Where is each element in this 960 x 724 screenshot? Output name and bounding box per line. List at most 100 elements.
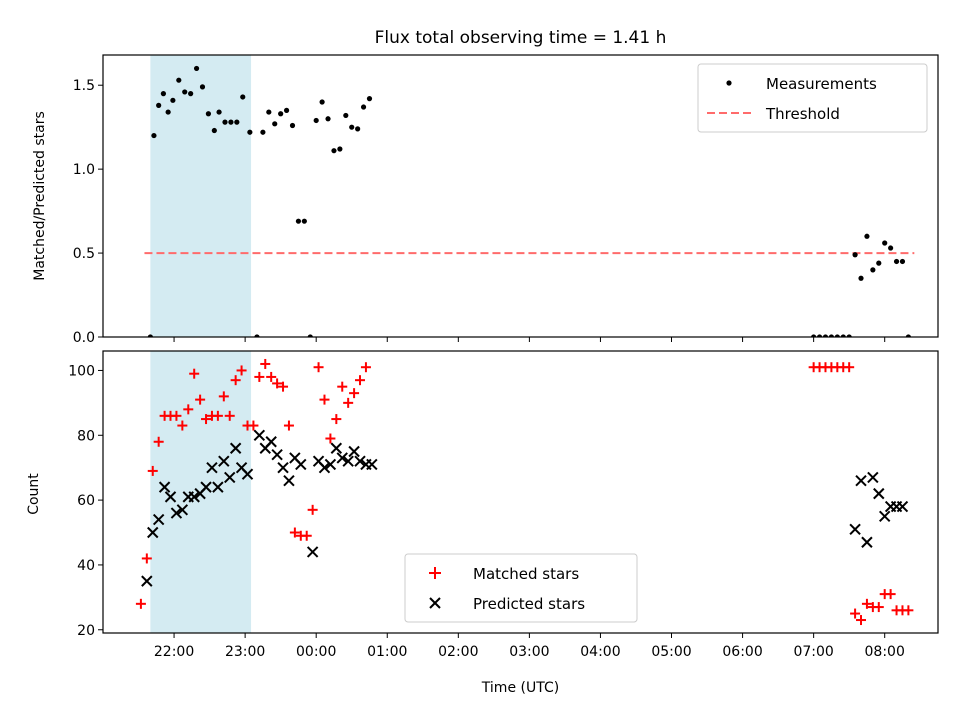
predicted-star-point [306,546,319,558]
matched-star-point [195,394,206,405]
predicted-marker-b [200,481,212,493]
measurement-point [366,96,373,102]
measurement-point [266,109,272,115]
predicted-marker-b [896,500,909,513]
x-tick-label: 22:00 [154,644,194,660]
predicted-marker-b [306,546,319,558]
legend-matched-marker [429,567,441,579]
predicted-marker-b [312,455,325,467]
matched-star-point [171,410,182,421]
matched-star-point [248,420,259,431]
measurement-point [840,334,846,337]
predicted-star-point [271,449,283,461]
predicted-star-point [277,461,289,474]
predicted-star-point [253,429,266,441]
legend-predicted-b [429,597,441,609]
matched-star-point [278,381,289,392]
measurement-point [852,252,858,258]
predicted-marker-b [324,458,337,471]
predicted-star-point [855,474,867,487]
measurement-point [870,267,876,273]
top-legend-frame [697,63,928,133]
x-tick-label: 02:00 [438,644,478,660]
x-tick-label: 23:00 [225,644,265,660]
x-tick-label: 08:00 [865,644,905,660]
matched-star-point [349,388,360,399]
measurement-point [222,119,228,125]
matched-star-point [343,397,354,408]
matched-star-point [850,608,861,619]
bottom-y-tick-label: 60 [77,493,95,509]
measurement-point [160,91,167,97]
predicted-star-point [336,452,348,464]
chart-title: Flux total observing time = 1.41 h [375,28,667,48]
matched-star-point [153,436,164,447]
matched-star-point [325,433,336,444]
x-tick-label: 07:00 [793,644,833,660]
x-axis-label: Time (UTC) [481,680,559,696]
top-y-tick-label: 1.5 [73,78,95,94]
bottom-axes-frame [102,350,939,634]
predicted-star-point [283,474,295,487]
matched-star-point [301,530,312,541]
bottom-legend-frame [404,553,638,623]
predicted-star-point [229,442,242,454]
measurement-point [325,116,331,122]
predicted-marker-b [241,468,254,480]
top-y-tick-label: 0.5 [73,246,95,262]
predicted-star-point [152,513,165,526]
measurement-point [165,109,171,115]
matched-star-point [331,414,342,425]
matched-star-point [313,362,324,373]
predicted-star-point [200,481,212,493]
measurement-point [811,334,817,337]
legend-threshold-label: Threshold [765,105,840,123]
predicted-marker-b [855,474,867,487]
bottom-plot-area [135,358,914,626]
measurement-point [828,334,835,337]
predicted-marker-b [861,536,873,548]
matched-star-point [230,375,241,386]
predicted-star-point [878,510,891,523]
measurement-point [205,111,212,117]
matched-star-point [212,410,223,421]
predicted-star-point [188,491,200,503]
matched-star-point [307,504,318,515]
matched-star-point [266,371,277,382]
matched-star-point [844,362,855,373]
measurement-point [234,119,240,125]
predicted-marker-b [164,491,177,503]
matched-star-point [224,410,235,421]
predicted-star-point [873,487,885,500]
measurement-point [301,218,307,224]
matched-star-point [141,553,152,564]
predicted-marker-b [354,455,366,467]
measurement-point [349,124,355,130]
predicted-marker-b [295,458,307,471]
predicted-marker-b [348,445,360,458]
measurement-point [295,218,302,224]
measurement-point [888,245,894,251]
measurement-point [882,240,888,246]
predicted-marker-b [336,452,348,464]
predicted-star-point [330,442,343,454]
measurement-point [343,112,349,119]
predicted-star-point [218,455,230,467]
measurement-point [278,111,284,117]
x-tick-label: 03:00 [509,644,549,660]
matched-star-point [283,420,294,431]
predicted-star-point [212,481,224,493]
x-tick-label: 01:00 [367,644,407,660]
measurement-point [834,334,840,337]
matched-star-point [873,602,884,613]
top-legend: Measurements Threshold [697,63,928,133]
predicted-marker-b [318,461,331,474]
predicted-star-point [861,536,873,548]
matched-star-point [856,615,867,626]
predicted-marker-b [366,458,378,471]
predicted-star-point [158,481,171,493]
predicted-marker-b [289,452,301,464]
predicted-marker-b [342,455,354,467]
predicted-star-point [295,458,307,471]
